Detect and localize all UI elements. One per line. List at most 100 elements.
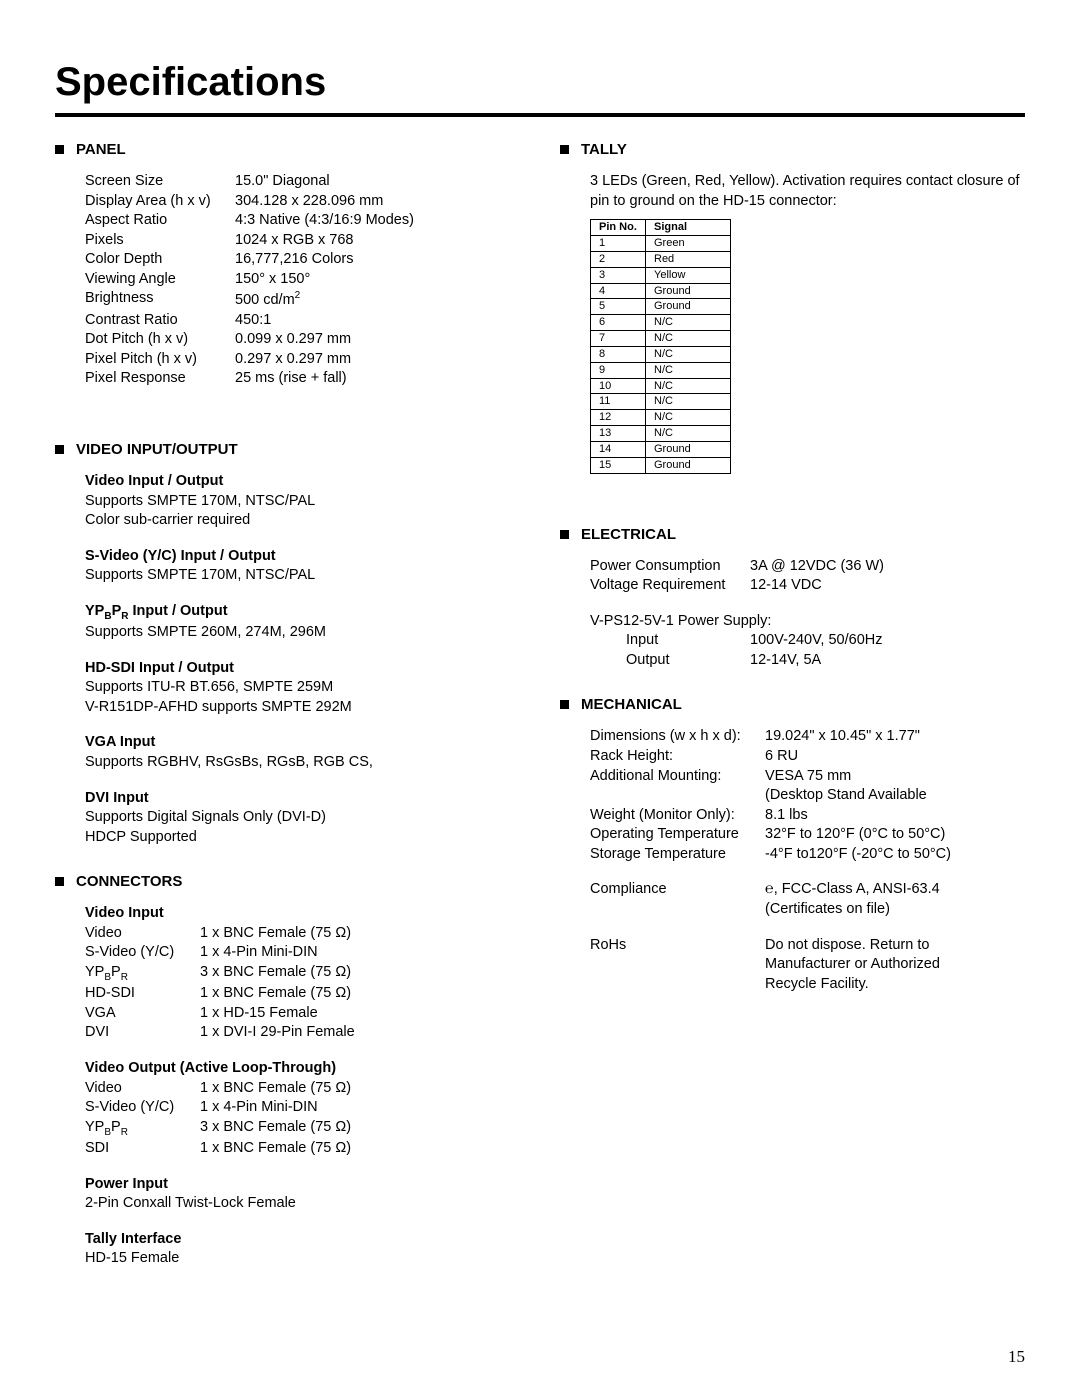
connector-value: 1 x 4-Pin Mini-DIN xyxy=(200,1098,520,1118)
mechanical-row: Weight (Monitor Only):8.1 lbs xyxy=(590,806,1025,826)
table-cell: N/C xyxy=(646,410,731,426)
mechanical-label xyxy=(590,900,765,920)
mechanical-label xyxy=(590,955,765,975)
table-cell: Ground xyxy=(646,283,731,299)
table-row: 6N/C xyxy=(591,315,731,331)
sub-text: V-R151DP-AFHD supports SMPTE 292M xyxy=(85,698,520,718)
table-cell: 14 xyxy=(591,441,646,457)
mechanical-value: Do not dispose. Return to xyxy=(765,936,1025,956)
table-row: 2Red xyxy=(591,251,731,267)
spec-label: Pixels xyxy=(85,231,235,251)
spec-row: Color Depth16,777,216 Colors xyxy=(85,250,520,270)
table-row: 5Ground xyxy=(591,299,731,315)
connector-row: DVI1 x DVI-I 29-Pin Female xyxy=(85,1023,520,1043)
connector-row: Video1 x BNC Female (75 Ω) xyxy=(85,1079,520,1099)
sub-text: Color sub-carrier required xyxy=(85,511,520,531)
spec-row: Pixel Pitch (h x v)0.297 x 0.297 mm xyxy=(85,350,520,370)
spec-row: Brightness500 cd/m2 xyxy=(85,289,520,310)
spec-value: 25 ms (rise + fall) xyxy=(235,369,520,389)
tally-header: Tally xyxy=(560,141,1025,158)
ps-label: Output xyxy=(626,651,750,671)
connector-label: Video xyxy=(85,1079,200,1099)
table-cell: N/C xyxy=(646,331,731,347)
spec-row: Viewing Angle150° x 150° xyxy=(85,270,520,290)
sub-text: Supports SMPTE 260M, 274M, 296M xyxy=(85,623,520,643)
table-cell: Yellow xyxy=(646,267,731,283)
spec-row: Dot Pitch (h x v)0.099 x 0.297 mm xyxy=(85,330,520,350)
spec-value: 304.128 x 228.096 mm xyxy=(235,192,520,212)
sub-heading: Video Input / Output xyxy=(85,472,520,492)
table-row: 8N/C xyxy=(591,346,731,362)
mechanical-row: Recycle Facility. xyxy=(590,975,1025,995)
connector-value: 1 x BNC Female (75 Ω) xyxy=(200,1079,520,1099)
sub-heading: Video Output (Active Loop-Through) xyxy=(85,1059,520,1079)
connector-label: S-Video (Y/C) xyxy=(85,1098,200,1118)
right-column: Tally 3 LEDs (Green, Red, Yellow). Activ… xyxy=(560,141,1025,1269)
mechanical-value: ℮, FCC-Class A, ANSI-63.4 xyxy=(765,880,1025,900)
spec-label: Dot Pitch (h x v) xyxy=(85,330,235,350)
table-row: 11N/C xyxy=(591,394,731,410)
spec-value: 4:3 Native (4:3/16:9 Modes) xyxy=(235,211,520,231)
power-supply-row: Input100V-240V, 50/60Hz xyxy=(590,631,1025,651)
mechanical-label xyxy=(590,975,765,995)
connectors-header: Connectors xyxy=(55,873,520,890)
mechanical-value: (Desktop Stand Available xyxy=(765,786,1025,806)
table-cell: 2 xyxy=(591,251,646,267)
table-row: 13N/C xyxy=(591,426,731,442)
table-row: 7N/C xyxy=(591,331,731,347)
table-cell: N/C xyxy=(646,378,731,394)
spec-row: Pixel Response25 ms (rise + fall) xyxy=(85,369,520,389)
spec-row: Screen Size15.0" Diagonal xyxy=(85,172,520,192)
mechanical-row: Dimensions (w x h x d):19.024" x 10.45" … xyxy=(590,727,1025,747)
mechanical-label: Weight (Monitor Only): xyxy=(590,806,765,826)
bullet-icon xyxy=(55,877,64,886)
tally-description: 3 LEDs (Green, Red, Yellow). Activation … xyxy=(590,172,1025,211)
table-cell: Red xyxy=(646,251,731,267)
mechanical-row: Manufacturer or Authorized xyxy=(590,955,1025,975)
connector-value: 1 x BNC Female (75 Ω) xyxy=(200,924,520,944)
table-header: Pin No. xyxy=(591,220,646,236)
mechanical-label: Rack Height: xyxy=(590,747,765,767)
tally-body: 3 LEDs (Green, Red, Yellow). Activation … xyxy=(560,172,1025,474)
table-cell: N/C xyxy=(646,315,731,331)
electrical-label: Power Consumption xyxy=(590,557,750,577)
table-cell: 6 xyxy=(591,315,646,331)
spec-value: 16,777,216 Colors xyxy=(235,250,520,270)
spec-value: 0.099 x 0.297 mm xyxy=(235,330,520,350)
table-row: 1Green xyxy=(591,235,731,251)
table-cell: N/C xyxy=(646,426,731,442)
panel-title: Panel xyxy=(76,141,126,158)
ps-label: Input xyxy=(626,631,750,651)
table-cell: Ground xyxy=(646,457,731,473)
spec-row: Aspect Ratio4:3 Native (4:3/16:9 Modes) xyxy=(85,211,520,231)
table-cell: 5 xyxy=(591,299,646,315)
table-cell: 13 xyxy=(591,426,646,442)
connector-label: SDI xyxy=(85,1139,200,1159)
connector-row: Video1 x BNC Female (75 Ω) xyxy=(85,924,520,944)
connector-row: YPBPR3 x BNC Female (75 Ω) xyxy=(85,963,520,984)
sub-heading: YPBPR Input / Output xyxy=(85,602,520,623)
sub-heading: Tally Interface xyxy=(85,1230,520,1250)
spec-row: Pixels1024 x RGB x 768 xyxy=(85,231,520,251)
bullet-icon xyxy=(560,700,569,709)
table-row: 10N/C xyxy=(591,378,731,394)
panel-header: Panel xyxy=(55,141,520,158)
bullet-icon xyxy=(560,530,569,539)
table-cell: 7 xyxy=(591,331,646,347)
spec-label: Pixel Response xyxy=(85,369,235,389)
mechanical-label: RoHs xyxy=(590,936,765,956)
bullet-icon xyxy=(55,445,64,454)
connector-row: VGA1 x HD-15 Female xyxy=(85,1004,520,1024)
tally-title: Tally xyxy=(581,141,627,158)
connector-value: 1 x DVI-I 29-Pin Female xyxy=(200,1023,520,1043)
power-supply-title: V-PS12-5V-1 Power Supply: xyxy=(590,612,1025,632)
title-rule xyxy=(55,113,1025,117)
connector-row: S-Video (Y/C)1 x 4-Pin Mini-DIN xyxy=(85,1098,520,1118)
spec-value: 150° x 150° xyxy=(235,270,520,290)
spec-value: 500 cd/m2 xyxy=(235,289,520,310)
mechanical-label: Dimensions (w x h x d): xyxy=(590,727,765,747)
connector-label: S-Video (Y/C) xyxy=(85,943,200,963)
spec-label: Screen Size xyxy=(85,172,235,192)
connector-value: 1 x HD-15 Female xyxy=(200,1004,520,1024)
table-row: 3Yellow xyxy=(591,267,731,283)
